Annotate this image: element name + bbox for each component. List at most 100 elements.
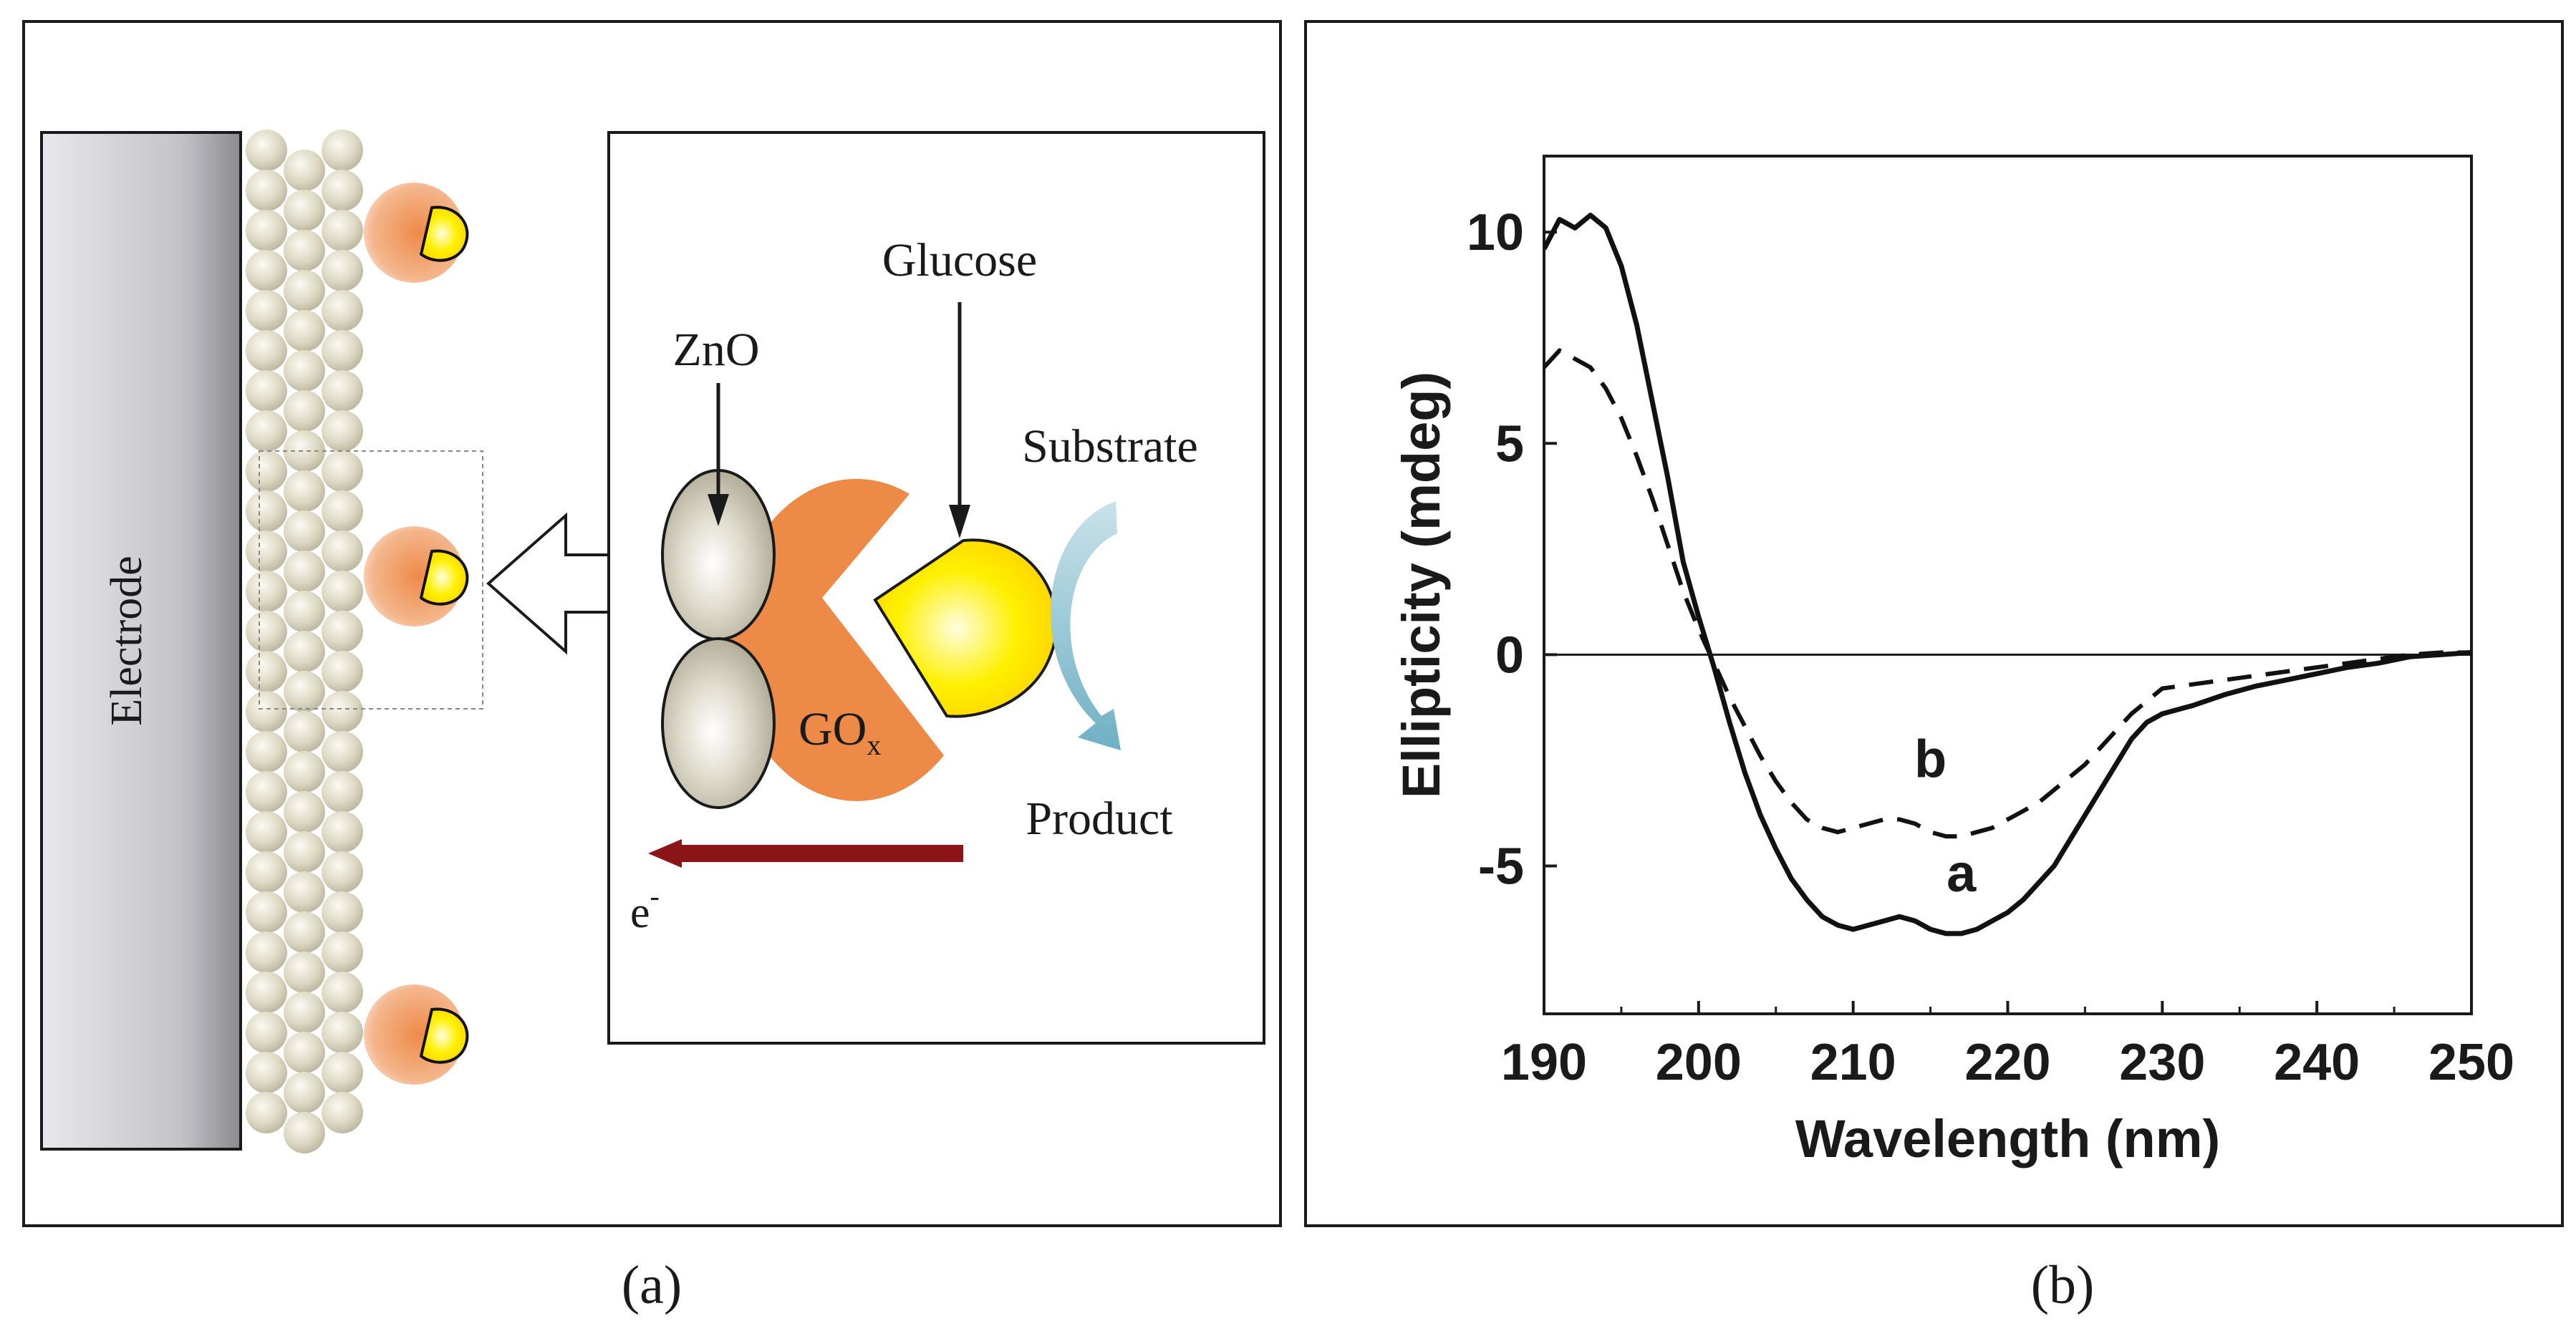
zno-bead [322, 972, 363, 1013]
substrate-arrow-icon [1051, 501, 1121, 750]
glucose-pointer-head [949, 505, 970, 538]
zno-bead [322, 170, 363, 211]
zno-bead [322, 410, 363, 452]
zno-bead [322, 931, 363, 973]
zno-bead [246, 771, 287, 813]
zno-bead [246, 330, 287, 372]
y-tick-label: -5 [1478, 838, 1524, 895]
zno-bead [246, 931, 287, 973]
zno-bead [246, 811, 287, 853]
glucose-label: Glucose [882, 234, 1037, 286]
zno-bead [246, 651, 287, 692]
zno-bead [284, 591, 325, 632]
zno-bead [246, 1052, 287, 1093]
gox-enzyme [730, 478, 944, 801]
zno-bead [246, 370, 287, 412]
panel-b-frame [1304, 20, 2564, 1227]
y-tick-label: 10 [1467, 204, 1524, 261]
electron-transfer-bar [680, 845, 963, 862]
enzyme-unit [364, 183, 469, 283]
panel-a-caption: (a) [622, 1255, 682, 1315]
zno-bead [322, 1012, 363, 1053]
zno-bead [322, 250, 363, 291]
zno-bead [246, 210, 287, 251]
zno-bead [284, 190, 325, 231]
y-tick-label: 0 [1495, 626, 1524, 684]
zno-bead [246, 450, 287, 492]
zno-bead [322, 1092, 363, 1133]
glucose-shape [419, 549, 469, 606]
zno-bead [322, 571, 363, 612]
zno-bead [284, 631, 325, 672]
zno-bead [322, 330, 363, 372]
electron-arrow-head [648, 839, 682, 868]
zoom-region-box [259, 450, 483, 710]
zno-bead [322, 210, 363, 251]
substrate-label: Substrate [1022, 420, 1198, 473]
glucose-molecule [873, 538, 1058, 718]
enzyme-unit [364, 984, 469, 1085]
x-tick-label: 200 [1656, 1034, 1742, 1091]
x-tick-label: 250 [2428, 1034, 2514, 1091]
zno-bead [284, 551, 325, 592]
zno-bead [284, 310, 325, 352]
product-label: Product [1026, 793, 1172, 845]
zno-bead [322, 611, 363, 652]
zno-bead [284, 911, 325, 953]
y-tick-label: 5 [1495, 415, 1524, 473]
series-line-a [1544, 213, 2471, 936]
electrode [40, 131, 242, 1151]
x-tick-label: 240 [2274, 1034, 2360, 1091]
x-axis-title: Wavelength (nm) [1795, 1109, 2220, 1168]
zno-bead [284, 1032, 325, 1073]
zno-bead [322, 1052, 363, 1093]
zno-bead [284, 430, 325, 472]
gox-label: GOx [799, 703, 881, 761]
glucose-shape [419, 205, 469, 262]
zno-bead [322, 651, 363, 692]
zno-bead [322, 490, 363, 532]
zno-bead [322, 771, 363, 813]
zno-bead-layer [246, 130, 363, 1153]
zno-bead [322, 891, 363, 933]
zno-bead [284, 510, 325, 552]
zno-bead [322, 450, 363, 492]
zno-bead [284, 270, 325, 311]
enzyme-unit [364, 526, 469, 626]
zno-bead [246, 731, 287, 773]
glucose-shape [419, 1007, 469, 1064]
zno-bead [246, 1092, 287, 1133]
electrode-label: Electrode [102, 556, 151, 726]
y-axis-title: Ellipticity (mdeg) [1391, 372, 1451, 798]
electron-label: e- [630, 880, 660, 937]
zno-bead [284, 992, 325, 1033]
panel-b-caption: (b) [2031, 1255, 2095, 1315]
zno-bead [246, 531, 287, 572]
panel-a: Electrode ZnO [22, 20, 1282, 1227]
zno-bead [284, 871, 325, 913]
zno-bead [246, 1012, 287, 1053]
zno-bead [322, 290, 363, 331]
zno-bead [246, 972, 287, 1013]
zno-bead [284, 952, 325, 993]
zno-bead [246, 851, 287, 893]
cd-spectrum-chart: 190 200 210 220 230 240 250 -5 0 5 10 Wavelength (n… [1391, 204, 2514, 1168]
x-tick-label: 230 [2119, 1034, 2205, 1091]
zno-pointer-head [708, 494, 729, 526]
zno-bead [284, 150, 325, 191]
zno-bead [322, 531, 363, 572]
panel-b: 190 200 210 220 230 240 250 -5 0 5 10 Wavelength (n… [1304, 20, 2564, 1227]
zno-bead [284, 230, 325, 271]
zno-sphere [661, 637, 776, 809]
zno-bead [284, 791, 325, 833]
zno-bead [322, 731, 363, 773]
zno-bead [284, 350, 325, 392]
series-label-b: b [1914, 730, 1947, 789]
zno-bead [284, 711, 325, 752]
series-label-a: a [1947, 843, 1977, 903]
x-tick-label: 220 [1964, 1034, 2050, 1091]
zno-bead [284, 831, 325, 873]
series-group [1544, 213, 2471, 936]
zno-bead [322, 851, 363, 893]
